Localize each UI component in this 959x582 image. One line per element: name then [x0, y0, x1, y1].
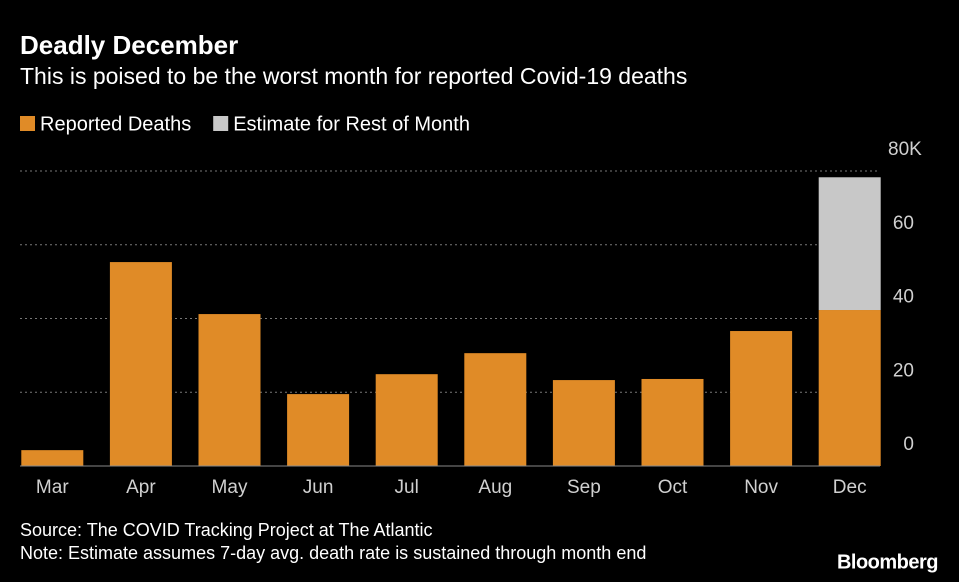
brand: Bloomberg	[837, 551, 938, 573]
legend-label: Reported Deaths	[40, 113, 191, 135]
legend-swatch	[20, 116, 35, 131]
x-tick-label: Dec	[833, 477, 867, 498]
chart-subtitle: This is poised to be the worst month for…	[20, 63, 687, 89]
note: Note: Estimate assumes 7-day avg. death …	[20, 543, 646, 563]
x-tick-label: May	[212, 477, 248, 498]
x-tick-label: Jun	[303, 477, 334, 498]
bar-segment	[109, 262, 172, 466]
y-tick-label: 80K	[888, 139, 922, 160]
bar-segment	[375, 374, 438, 466]
bar-segment	[818, 177, 881, 311]
legend-label: Estimate for Rest of Month	[233, 113, 470, 135]
y-tick-label: 40	[893, 287, 914, 308]
bar-segment	[198, 314, 261, 466]
x-tick-label: Apr	[126, 477, 156, 498]
bar-segment	[287, 394, 350, 466]
bar-segment	[730, 331, 793, 466]
bar-segment	[21, 450, 84, 466]
y-tick-label: 20	[893, 360, 914, 381]
x-tick-label: Mar	[36, 477, 69, 498]
bar-segment	[464, 353, 527, 466]
x-tick-label: Oct	[658, 477, 688, 498]
bar-segment	[552, 380, 615, 466]
source: Source: The COVID Tracking Project at Th…	[20, 520, 433, 540]
bar-segment	[818, 310, 881, 466]
y-tick-label: 60	[893, 213, 914, 234]
x-tick-label: Sep	[567, 477, 601, 498]
x-tick-label: Jul	[395, 477, 419, 498]
chart-title: Deadly December	[20, 30, 238, 60]
legend-swatch	[213, 116, 229, 131]
x-tick-label: Aug	[478, 477, 512, 498]
bar-segment	[641, 378, 704, 466]
x-tick-label: Nov	[744, 477, 778, 498]
y-tick-label: 0	[903, 434, 914, 455]
